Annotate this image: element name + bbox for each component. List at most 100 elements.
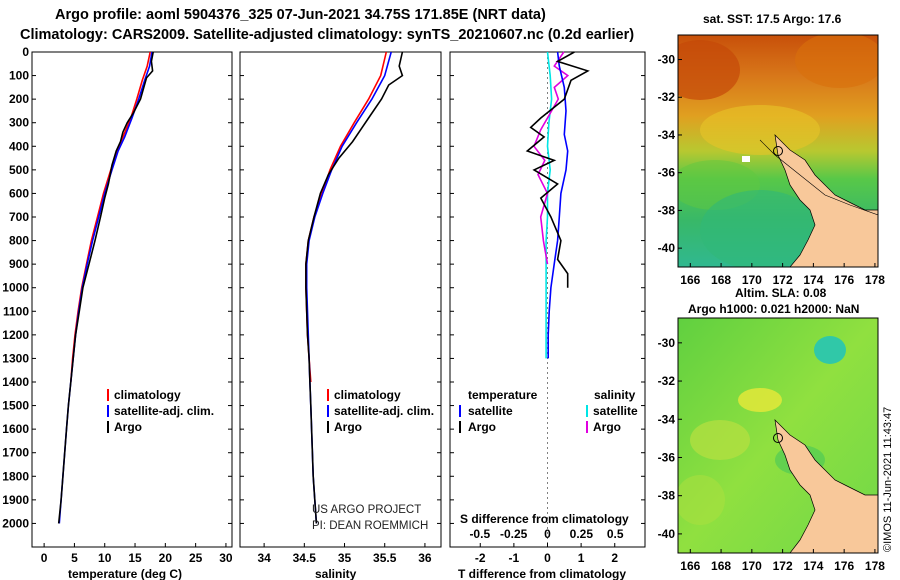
header-line2: Climatology: CARS2009. Satellite-adjuste…: [20, 27, 634, 43]
depth-tick-label: 1400: [2, 375, 29, 389]
depth-tick-label: 900: [9, 257, 29, 271]
salinity-x-tick-label: 34.5: [293, 551, 317, 565]
argo-temperature-line: [57, 51, 154, 524]
sst-map-lat-label: -34: [658, 128, 676, 142]
satellite-salinity-line: [305, 51, 392, 524]
t-difference-x-tick-label: 0: [544, 551, 551, 565]
s-difference-tick-label: 0.5: [607, 527, 624, 541]
salinity-legend: climatology satellite-adj. clim. Argo: [327, 388, 434, 434]
legend-satellite: satellite-adj. clim.: [334, 404, 434, 418]
sla-map-title: Altim. SLA: 0.08: [735, 286, 827, 300]
legend-s-argo: Argo: [593, 420, 621, 434]
depth-tick-label: 0: [22, 45, 29, 59]
temperature-x-axis: 0 5 10 15 20 25 30: [41, 543, 233, 565]
depth-tick-label: 1000: [2, 281, 29, 295]
depth-tick-label: 400: [9, 139, 29, 153]
temperature-x-tick-label: 20: [159, 551, 173, 565]
sst-gap: [742, 156, 750, 162]
sst-map-lon-label: 172: [773, 273, 793, 287]
sla-map-lat-label: -32: [658, 374, 676, 388]
difference-axis: -2 -1 0 1 2-0.5 -0.25 0 0.25 0.5: [450, 51, 645, 565]
sla-map-axes: 166 168 170 172 174 176 178 -30 -32 -34 -36 -38 -40: [658, 336, 886, 573]
salinity-x-tick-label: 35.5: [373, 551, 397, 565]
depth-tick-label: 100: [9, 69, 29, 83]
temperature-panel: 0100200300400500600700800900100011001200…: [2, 45, 233, 580]
difference-series: [525, 51, 590, 359]
sla-map-lon-label: 176: [834, 559, 854, 573]
salinity-xlabel: salinity: [315, 567, 357, 580]
temperature-xlabel: temperature (deg C): [68, 567, 182, 580]
sla-map-lon-label: 166: [680, 559, 700, 573]
temperature-series: [57, 51, 154, 524]
t-difference-xlabel: T difference from climatology: [458, 567, 626, 580]
depth-tick-label: 1800: [2, 469, 29, 483]
satellite-temperature-line: [58, 51, 153, 524]
temperature-x-tick-label: 10: [98, 551, 112, 565]
s-difference-tick-label: 0.25: [570, 527, 594, 541]
depth-tick-label: 1500: [2, 399, 29, 413]
salinity-x-tick-label: 36: [418, 551, 432, 565]
sla-map-subtitle: Argo h1000: 0.021 h2000: NaN: [688, 302, 859, 316]
depth-tick-label: 600: [9, 186, 29, 200]
salinity-panel: 34 34.5 35 35.5 36 salinity climatology sate…: [239, 51, 442, 580]
legend-satellite: satellite-adj. clim.: [114, 404, 214, 418]
sla-high-patch: [690, 420, 750, 460]
depth-tick-label: 300: [9, 116, 29, 130]
legend-climatology: climatology: [114, 388, 181, 402]
sla-map-lon-label: 170: [742, 559, 762, 573]
sla-land: [774, 419, 878, 553]
sst-map-lon-label: 170: [742, 273, 762, 287]
difference-panel: -2 -1 0 1 2-0.5 -0.25 0 0.25 0.5 S difference fr…: [449, 51, 646, 580]
salinity-argo-diff-line: [533, 51, 570, 265]
sst-map-lat-label: -32: [658, 90, 676, 104]
temperature-x-tick-label: 15: [128, 551, 142, 565]
depth-tick-label: 700: [9, 210, 29, 224]
sst-map-frame: [677, 34, 879, 268]
depth-tick-label: 800: [9, 234, 29, 248]
depth-tick-label: 1600: [2, 422, 29, 436]
sst-argo-location: [773, 146, 783, 156]
depth-tick-label: 1900: [2, 493, 29, 507]
temperature-x-tick-label: 25: [189, 551, 203, 565]
sst-warm-patch: [795, 35, 878, 88]
difference-legend: temperature salinity satellite Argo sate…: [459, 388, 638, 434]
credit-line1: US ARGO PROJECT: [312, 504, 421, 516]
legend-temperature-title: temperature: [468, 388, 538, 402]
sst-map-title: sat. SST: 17.5 Argo: 17.6: [703, 12, 842, 26]
argo-salinity-line: [305, 51, 404, 524]
sla-map-lat-label: -30: [658, 336, 676, 350]
sst-warm-patch: [678, 40, 740, 100]
t-difference-x-tick-label: -2: [475, 551, 486, 565]
s-difference-label: S difference from climatology: [460, 512, 629, 526]
temperature-argo-diff-line: [525, 51, 590, 288]
sst-map-lon-label: 166: [680, 273, 700, 287]
salinity-axis: 34 34.5 35 35.5 36: [240, 51, 441, 565]
sla-map-lon-label: 172: [773, 559, 793, 573]
sla-map-lat-label: -38: [658, 489, 676, 503]
legend-climatology: climatology: [334, 388, 401, 402]
temperature-x-tick-label: 5: [71, 551, 78, 565]
sla-low-patch: [814, 336, 846, 364]
sla-high-patch: [678, 475, 725, 525]
sst-land: [774, 134, 878, 267]
s-difference-tick-label: -0.5: [469, 527, 490, 541]
sst-map-lon-label: 176: [834, 273, 854, 287]
depth-tick-label: 1700: [2, 446, 29, 460]
depth-tick-label: 2000: [2, 516, 29, 530]
temperature-legend: climatology satellite-adj. clim. Argo: [107, 388, 214, 434]
sst-map-lon-label: 174: [803, 273, 823, 287]
temperature-axes-frame: [31, 51, 233, 548]
sst-map-lon-label: 168: [711, 273, 731, 287]
sla-map-lon-label: 168: [711, 559, 731, 573]
sst-map-lat-label: -36: [658, 166, 676, 180]
sla-high-patch: [738, 388, 782, 412]
imos-credit: ©IMOS 11-Jun-2021 11:43:47: [882, 407, 894, 552]
sla-map-lat-label: -40: [658, 527, 676, 541]
temperature-x-tick-label: 30: [219, 551, 233, 565]
legend-argo: Argo: [334, 420, 362, 434]
depth-tick-label: 200: [9, 92, 29, 106]
salinity-x-tick-label: 35: [338, 551, 352, 565]
temperature-x-tick-label: 0: [41, 551, 48, 565]
salinity-axes-frame: [239, 51, 442, 548]
